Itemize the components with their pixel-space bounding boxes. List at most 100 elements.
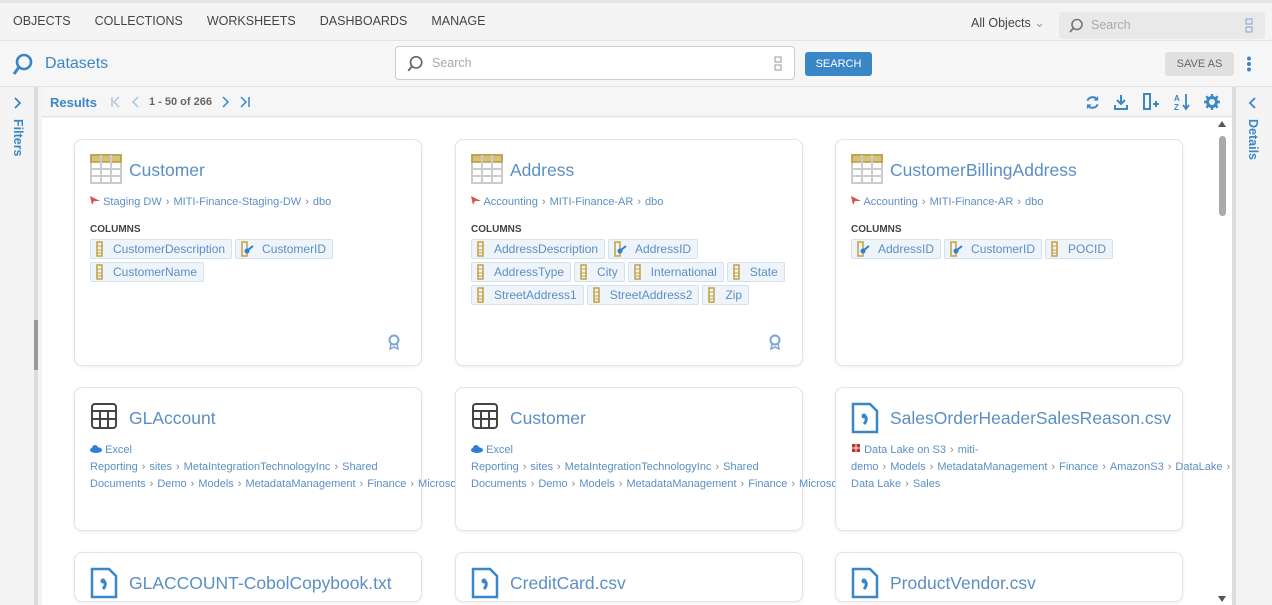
breadcrumb-item[interactable]: dbo bbox=[1024, 196, 1044, 208]
dataset-card[interactable]: SalesOrderHeaderSalesReason.csv Data Lak… bbox=[835, 387, 1230, 531]
breadcrumb-item[interactable]: sites bbox=[149, 461, 172, 473]
column-chip[interactable]: AddressType bbox=[471, 262, 572, 282]
refresh-icon[interactable] bbox=[1085, 95, 1100, 110]
dataset-card[interactable]: Customer Excel Reporting › sites › MetaInteg… bbox=[455, 387, 1106, 531]
scrollbar-thumb[interactable] bbox=[1219, 136, 1226, 216]
dataset-title[interactable]: CustomerBillingAddress bbox=[890, 160, 1077, 180]
dataset-card[interactable]: Address Accounting › MITI-Finance-AR › dbo CO… bbox=[455, 139, 803, 366]
column-chip[interactable]: AddressID bbox=[851, 239, 942, 259]
search-button[interactable]: SEARCH bbox=[805, 52, 872, 76]
dataset-title[interactable]: ProductVendor.csv bbox=[890, 573, 1036, 593]
breadcrumb-item[interactable]: Shared Documents bbox=[471, 461, 759, 490]
more-options-icon[interactable] bbox=[1246, 56, 1252, 72]
filters-panel[interactable]: Filters bbox=[0, 87, 38, 605]
last-page-icon[interactable] bbox=[240, 96, 250, 108]
breadcrumb-item[interactable]: DataLake bbox=[1175, 461, 1223, 473]
nav-manage[interactable]: MANAGE bbox=[431, 14, 486, 28]
column-chip[interactable]: AddressDescription bbox=[471, 239, 606, 259]
download-icon[interactable] bbox=[1114, 94, 1128, 110]
breadcrumb-item[interactable]: Excel Reporting bbox=[90, 444, 138, 473]
nav-dashboards[interactable]: DASHBOARDS bbox=[319, 14, 408, 28]
filters-label[interactable]: Filters bbox=[11, 119, 25, 157]
breadcrumb-item[interactable]: MetadataManagement bbox=[245, 478, 356, 490]
breadcrumb-item[interactable]: Models bbox=[579, 478, 615, 490]
column-chip[interactable]: CustomerID bbox=[235, 239, 334, 259]
breadcrumb-item[interactable]: Finance bbox=[1059, 461, 1099, 473]
dataset-title[interactable]: GLAccount bbox=[129, 408, 216, 428]
chevron-right-icon[interactable] bbox=[14, 97, 22, 109]
dataset-card[interactable]: CustomerBillingAddress Accounting › MITI-F… bbox=[835, 139, 1183, 366]
dataset-card[interactable]: GLAccount Excel Reporting › sites › MetaInte… bbox=[74, 387, 725, 531]
breadcrumb-item[interactable]: Excel Reporting bbox=[471, 444, 519, 473]
column-chip[interactable]: StreetAddress2 bbox=[586, 285, 700, 305]
breadcrumb-item[interactable]: MITI-Finance-Staging-DW bbox=[173, 196, 302, 208]
scope-dropdown[interactable]: All Objects ⌄ bbox=[971, 15, 1045, 30]
breadcrumb-item[interactable]: MetadataManagement bbox=[626, 478, 737, 490]
column-chip[interactable]: POCID bbox=[1045, 239, 1114, 259]
breadcrumb-item[interactable]: dbo bbox=[312, 196, 332, 208]
breadcrumb-item[interactable]: Finance bbox=[367, 478, 407, 490]
nav-collections[interactable]: COLLECTIONS bbox=[94, 14, 183, 28]
dataset-card[interactable]: Customer Staging DW › MITI-Finance-Staging… bbox=[74, 139, 422, 366]
next-page-icon[interactable] bbox=[222, 96, 230, 108]
breadcrumb-item[interactable]: Finance bbox=[748, 478, 788, 490]
breadcrumb-item[interactable]: Shared Documents bbox=[90, 461, 378, 490]
column-chip[interactable]: AddressID bbox=[608, 239, 699, 259]
column-chip[interactable]: CustomerName bbox=[90, 262, 205, 282]
dataset-title[interactable]: Customer bbox=[129, 160, 205, 180]
first-page-icon[interactable] bbox=[111, 96, 121, 108]
dataset-title[interactable]: GLACCOUNT-CobolCopybook.txt bbox=[129, 573, 392, 593]
breadcrumb-item[interactable]: AdventureWorks Data Lake bbox=[851, 478, 902, 490]
breadcrumb-item[interactable]: Staging DW bbox=[103, 196, 162, 208]
nav-objects[interactable]: OBJECTS bbox=[13, 14, 71, 28]
save-as-button[interactable]: SAVE AS bbox=[1165, 52, 1234, 76]
add-column-icon[interactable] bbox=[1142, 93, 1160, 111]
breadcrumb-item[interactable]: MITI-Finance-AR bbox=[929, 196, 1014, 208]
dataset-title[interactable]: Customer bbox=[510, 408, 586, 428]
breadcrumb-item[interactable]: Accounting bbox=[863, 196, 918, 208]
dataset-search-input[interactable]: Search bbox=[395, 46, 795, 80]
dataset-card[interactable]: ProductVendor.csv bbox=[835, 552, 1183, 602]
breadcrumb-item[interactable]: MetaIntegrationTechnologyInc bbox=[183, 461, 331, 473]
dataset-title[interactable]: Address bbox=[510, 160, 575, 180]
breadcrumb-item[interactable]: miti-demo bbox=[851, 444, 979, 473]
breadcrumb-item[interactable]: AmazonS3 bbox=[1109, 461, 1164, 473]
dataset-card[interactable]: GLACCOUNT-CobolCopybook.txt bbox=[74, 552, 422, 602]
global-search-input[interactable]: Search bbox=[1059, 12, 1265, 39]
breadcrumb-item[interactable]: Accounting bbox=[483, 196, 538, 208]
breadcrumb-item[interactable]: sites bbox=[530, 461, 553, 473]
breadcrumb-item[interactable]: dbo bbox=[644, 196, 664, 208]
breadcrumb-item[interactable]: Models bbox=[198, 478, 234, 490]
breadcrumb-item[interactable]: MetaIntegrationTechnologyInc bbox=[564, 461, 712, 473]
sort-az-icon[interactable]: AZ bbox=[1174, 93, 1190, 111]
column-chip[interactable]: Zip bbox=[702, 285, 750, 305]
chevron-left-icon[interactable] bbox=[1248, 97, 1256, 109]
scroll-up-icon[interactable] bbox=[1218, 121, 1226, 127]
column-chip[interactable]: StreetAddress1 bbox=[471, 285, 584, 305]
dataset-card[interactable]: CreditCard.csv bbox=[455, 552, 803, 602]
scrollbar[interactable] bbox=[1216, 118, 1228, 605]
advanced-search-icon[interactable] bbox=[1245, 18, 1253, 33]
prev-page-icon[interactable] bbox=[131, 96, 139, 108]
scroll-down-icon[interactable] bbox=[1218, 596, 1226, 602]
details-label[interactable]: Details bbox=[1246, 119, 1260, 160]
column-chip[interactable]: International bbox=[627, 262, 724, 282]
column-chip[interactable]: State bbox=[726, 262, 785, 282]
breadcrumb-item[interactable]: MetadataManagement bbox=[937, 461, 1048, 473]
dataset-title[interactable]: SalesOrderHeaderSalesReason.csv bbox=[890, 408, 1172, 428]
dataset-title[interactable]: CreditCard.csv bbox=[510, 573, 626, 593]
breadcrumb-item[interactable]: Data Lake on S3 bbox=[864, 444, 947, 456]
settings-gear-icon[interactable] bbox=[1204, 94, 1220, 110]
nav-worksheets[interactable]: WORKSHEETS bbox=[206, 14, 296, 28]
column-chip[interactable]: City bbox=[574, 262, 625, 282]
column-chip[interactable]: CustomerDescription bbox=[90, 239, 233, 259]
breadcrumb-item[interactable]: Demo bbox=[157, 478, 187, 490]
collapse-handle[interactable] bbox=[34, 320, 38, 370]
column-chip[interactable]: CustomerID bbox=[944, 239, 1043, 259]
advanced-search-icon[interactable] bbox=[774, 56, 782, 71]
breadcrumb-item[interactable]: Models bbox=[890, 461, 926, 473]
breadcrumb-item[interactable]: MITI-Finance-AR bbox=[549, 196, 634, 208]
breadcrumb-item[interactable]: Demo bbox=[538, 478, 568, 490]
details-panel[interactable]: Details bbox=[1232, 87, 1272, 605]
breadcrumb-item[interactable]: Sales bbox=[912, 478, 941, 490]
